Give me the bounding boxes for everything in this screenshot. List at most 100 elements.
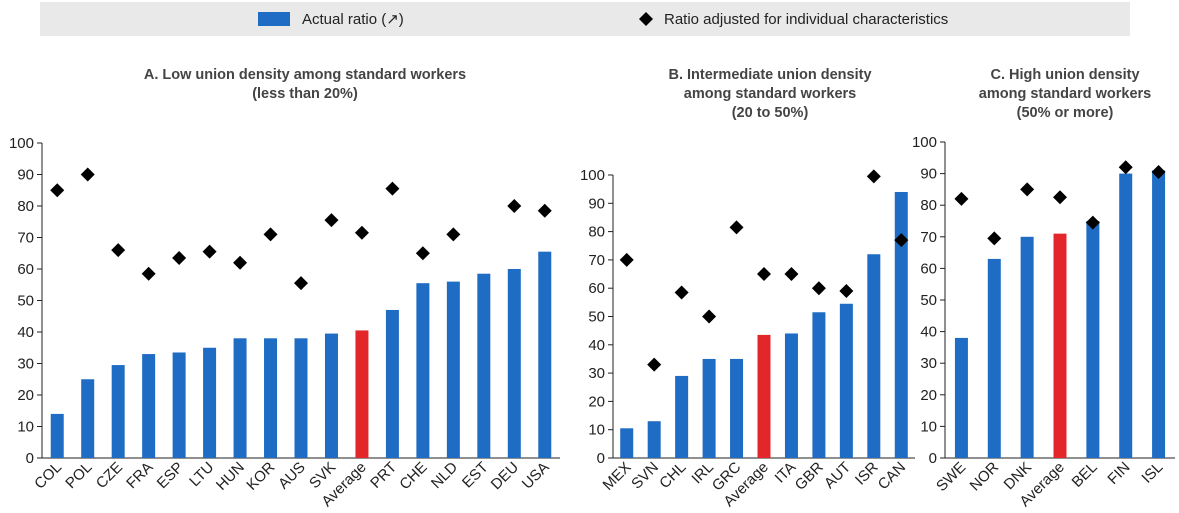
- y-tick-label: 100: [9, 135, 34, 152]
- bar: [172, 352, 186, 458]
- y-tick-label: 0: [929, 450, 937, 467]
- diamond-marker: [80, 167, 95, 182]
- bar: [385, 309, 399, 458]
- diamond-marker: [954, 191, 969, 206]
- panel-title: A. Low union density among standard work…: [144, 67, 466, 83]
- diamond-marker: [894, 233, 909, 248]
- y-tick-label: 90: [920, 166, 937, 183]
- diamond-marker: [141, 266, 156, 281]
- bar: [294, 338, 308, 458]
- diamond-marker: [987, 231, 1002, 246]
- diamond-marker: [811, 281, 826, 296]
- bar: [50, 413, 64, 458]
- y-tick-label: 60: [17, 261, 34, 278]
- bar: [233, 338, 247, 458]
- x-tick-label: SWE: [933, 459, 969, 495]
- panel-title: C. High union density: [990, 67, 1139, 83]
- legend-background: [40, 2, 1130, 36]
- bar: [538, 251, 552, 458]
- diamond-marker: [674, 285, 689, 300]
- y-tick-label: 50: [588, 309, 605, 326]
- diamond-marker: [866, 169, 881, 184]
- diamond-marker: [263, 227, 278, 242]
- y-tick-label: 0: [597, 450, 605, 467]
- x-tick-label: CZE: [93, 459, 126, 492]
- diamond-marker: [729, 220, 744, 235]
- y-tick-label: 50: [17, 293, 34, 310]
- bar: [987, 258, 1001, 458]
- y-tick-label: 20: [17, 387, 34, 404]
- x-tick-label: ESP: [154, 459, 187, 492]
- panel-title: B. Intermediate union density: [668, 67, 871, 83]
- x-tick-label: GBR: [792, 459, 827, 494]
- y-tick-label: 30: [17, 356, 34, 373]
- diamond-marker: [1151, 165, 1166, 180]
- x-tick-label: KOR: [243, 459, 278, 494]
- bar: [111, 365, 125, 458]
- bar: [1053, 233, 1067, 458]
- diamond-marker: [702, 309, 717, 324]
- diamond-marker: [507, 199, 522, 213]
- x-tick-label: LTU: [186, 459, 217, 490]
- panel-title: among standard workers: [684, 86, 856, 102]
- y-tick-label: 80: [17, 198, 34, 215]
- x-tick-label: SVN: [628, 459, 662, 493]
- x-tick-label: USA: [519, 459, 553, 493]
- diamond-marker: [415, 246, 430, 261]
- bar: [203, 347, 217, 458]
- y-tick-label: 40: [588, 337, 605, 354]
- legend-label: Actual ratio (↗): [302, 11, 404, 28]
- x-tick-label: COL: [31, 459, 65, 493]
- y-tick-label: 20: [920, 387, 937, 404]
- x-tick-label: BEL: [1069, 459, 1101, 491]
- diamond-marker: [1020, 182, 1035, 197]
- y-tick-label: 10: [17, 419, 34, 436]
- bar: [355, 330, 369, 458]
- diamond-marker: [757, 267, 771, 282]
- bar: [702, 358, 716, 458]
- diamond-marker: [1085, 215, 1100, 230]
- bar: [1152, 170, 1166, 458]
- y-tick-label: 50: [920, 292, 937, 309]
- x-tick-label: ISL: [1138, 459, 1166, 487]
- diamond-marker: [354, 225, 369, 240]
- x-tick-label: EST: [459, 459, 492, 492]
- y-tick-label: 80: [920, 197, 937, 214]
- x-tick-label: PRT: [367, 459, 400, 492]
- x-tick-label: AUS: [275, 459, 309, 493]
- bar: [477, 273, 491, 458]
- bar: [894, 191, 908, 459]
- y-tick-label: 80: [588, 224, 605, 241]
- x-tick-label: DEU: [488, 459, 522, 493]
- y-tick-label: 90: [17, 167, 34, 184]
- panel-title: among standard workers: [979, 86, 1151, 102]
- bar: [81, 379, 95, 458]
- diamond-marker: [537, 203, 552, 218]
- y-tick-label: 20: [588, 393, 605, 410]
- x-tick-label: CHE: [396, 459, 430, 493]
- y-tick-label: 100: [580, 167, 605, 184]
- y-tick-label: 40: [920, 324, 937, 341]
- diamond-marker: [385, 181, 400, 196]
- bar: [416, 283, 430, 458]
- bar: [784, 333, 798, 458]
- bar: [1086, 221, 1100, 458]
- diamond-marker: [202, 244, 217, 259]
- diamond-marker: [839, 284, 854, 299]
- y-tick-label: 10: [588, 422, 605, 439]
- x-tick-label: NOR: [967, 459, 1003, 495]
- x-tick-label: CAN: [875, 459, 909, 493]
- diamond-marker: [50, 183, 65, 198]
- x-tick-label: FRA: [123, 459, 156, 492]
- x-tick-label: CHL: [656, 459, 689, 492]
- y-tick-label: 60: [588, 280, 605, 297]
- x-tick-label: FIN: [1104, 459, 1133, 488]
- y-tick-label: 40: [17, 324, 34, 341]
- diamond-marker: [294, 276, 308, 291]
- panel-title: (50% or more): [1017, 105, 1114, 121]
- y-tick-label: 30: [920, 355, 937, 372]
- bar: [507, 269, 521, 458]
- y-tick-label: 70: [920, 229, 937, 246]
- diamond-marker: [172, 250, 187, 265]
